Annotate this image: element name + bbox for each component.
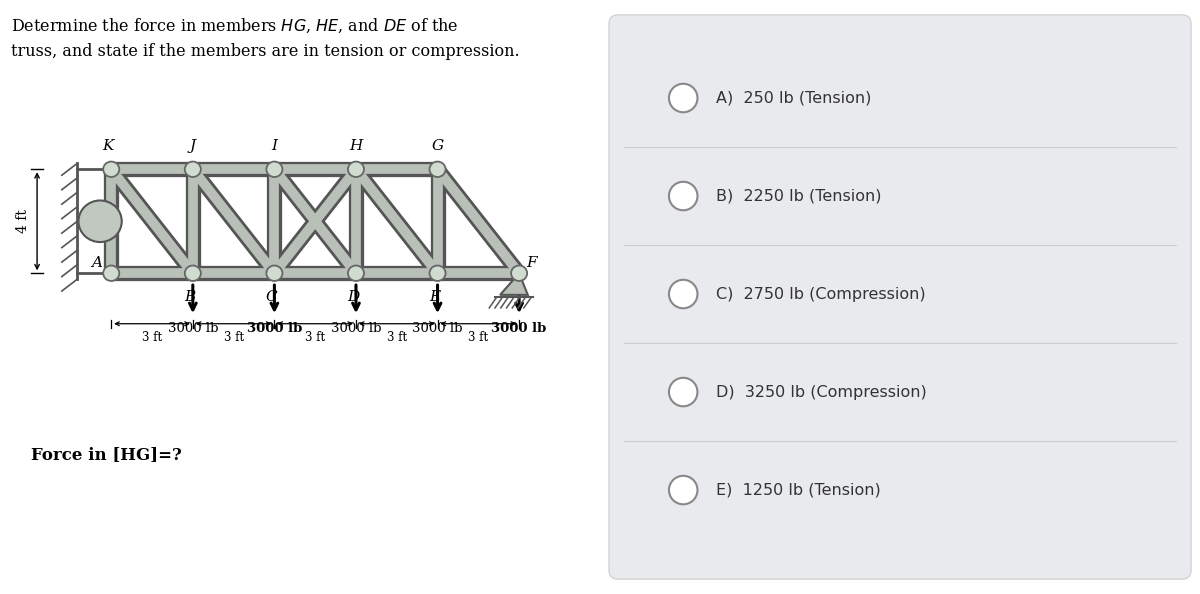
Text: 4 ft: 4 ft <box>17 209 30 233</box>
Text: 3 ft: 3 ft <box>386 331 407 344</box>
Text: 3000 lb: 3000 lb <box>492 322 547 335</box>
Circle shape <box>185 162 200 177</box>
Polygon shape <box>500 273 528 295</box>
Circle shape <box>430 162 445 177</box>
Text: 3000 lb: 3000 lb <box>168 322 218 335</box>
Text: G: G <box>432 138 444 153</box>
Circle shape <box>185 266 200 281</box>
Text: 3 ft: 3 ft <box>468 331 488 344</box>
Circle shape <box>511 266 527 281</box>
Text: 3000 lb: 3000 lb <box>331 322 382 335</box>
Text: A: A <box>91 256 102 270</box>
Circle shape <box>668 84 697 112</box>
Text: A)  250 lb (Tension): A) 250 lb (Tension) <box>716 90 871 106</box>
Circle shape <box>266 266 282 281</box>
Text: 3000 lb: 3000 lb <box>413 322 463 335</box>
Text: E)  1250 lb (Tension): E) 1250 lb (Tension) <box>716 482 881 498</box>
Circle shape <box>103 266 119 281</box>
Text: 3 ft: 3 ft <box>223 331 244 344</box>
Text: 3 ft: 3 ft <box>142 331 162 344</box>
Circle shape <box>103 162 119 177</box>
FancyBboxPatch shape <box>608 15 1192 579</box>
Text: Determine the force in members $\mathit{HG}$, $\mathit{HE}$, and $\mathit{DE}$ o: Determine the force in members $\mathit{… <box>11 17 458 35</box>
Circle shape <box>266 162 282 177</box>
Text: B: B <box>184 290 196 304</box>
Circle shape <box>348 266 364 281</box>
Text: D: D <box>347 290 359 304</box>
Text: K: K <box>102 138 114 153</box>
Text: D)  3250 lb (Compression): D) 3250 lb (Compression) <box>716 384 926 400</box>
Text: E: E <box>428 290 440 304</box>
Circle shape <box>430 266 445 281</box>
Circle shape <box>668 476 697 504</box>
Circle shape <box>668 182 697 210</box>
Text: H: H <box>349 138 362 153</box>
Text: truss, and state if the members are in tension or compression.: truss, and state if the members are in t… <box>11 43 520 60</box>
Text: 3 ft: 3 ft <box>305 331 325 344</box>
Circle shape <box>348 162 364 177</box>
Text: B)  2250 lb (Tension): B) 2250 lb (Tension) <box>716 188 881 204</box>
Text: C)  2750 lb (Compression): C) 2750 lb (Compression) <box>716 286 925 302</box>
Text: I: I <box>271 138 277 153</box>
Circle shape <box>78 200 121 242</box>
Text: C: C <box>265 290 277 304</box>
Circle shape <box>668 378 697 406</box>
Text: Force in [HG]=?: Force in [HG]=? <box>31 446 181 463</box>
Text: F: F <box>527 256 538 270</box>
Text: J: J <box>190 138 196 153</box>
Circle shape <box>668 280 697 308</box>
Text: 3000 lb: 3000 lb <box>247 322 302 335</box>
